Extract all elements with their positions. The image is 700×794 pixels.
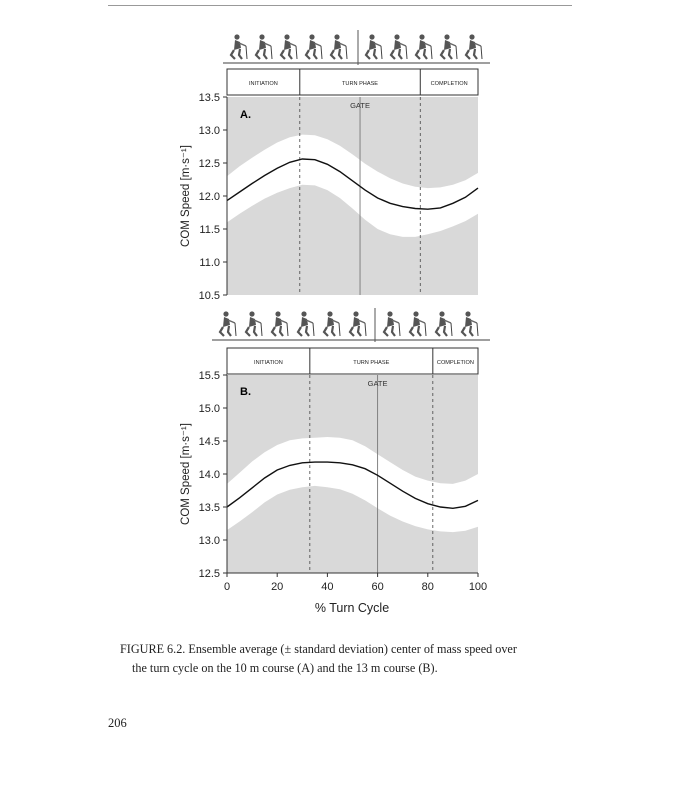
y-axis-label-b: COM Speed [m·s⁻¹] <box>180 423 192 525</box>
y-tick-label: 12.0 <box>199 191 220 203</box>
y-tick-label: 13.5 <box>199 92 220 104</box>
mean-line-b <box>226 461 479 510</box>
skier-figure <box>348 310 368 338</box>
phase-label: TURN PHASE <box>353 360 389 366</box>
skier-figure <box>460 310 480 338</box>
sd-band-b <box>227 437 478 533</box>
skier-figure <box>364 33 384 61</box>
y-tick-label: 15.0 <box>199 403 220 415</box>
y-tick-label: 14.5 <box>199 436 220 448</box>
caption-line-1: FIGURE 6.2. Ensemble average (± standard… <box>120 642 517 656</box>
page-header-rule <box>108 5 572 6</box>
skier-figure <box>382 310 402 338</box>
y-tick-label: 13.0 <box>199 535 220 547</box>
x-tick-label: 60 <box>371 581 383 593</box>
skier-figure <box>304 33 324 61</box>
y-tick-label: 10.5 <box>199 290 220 302</box>
x-tick-label: 20 <box>271 581 283 593</box>
phase-label: INITIATION <box>254 360 283 366</box>
skier-figure <box>296 310 316 338</box>
panel-b: INITIATION TURN PHASE COMPLETION GATE 15.5… <box>180 308 490 615</box>
phase-label: INITIATION <box>249 81 278 87</box>
mean-line-a <box>226 158 479 210</box>
x-tick-label: 40 <box>321 581 333 593</box>
skier-figure <box>439 33 459 61</box>
y-tick-label: 12.5 <box>199 568 220 580</box>
y-tick-label: 11.5 <box>199 224 220 236</box>
phase-label: COMPLETION <box>437 360 474 366</box>
y-tick-label: 11.0 <box>199 257 220 269</box>
phase-label: COMPLETION <box>431 81 468 87</box>
skier-figure <box>464 33 484 61</box>
skier-figure <box>218 310 238 338</box>
y-axis-label-a: COM Speed [m·s⁻¹] <box>180 145 192 247</box>
skier-figure <box>414 33 434 61</box>
gate-label: GATE <box>368 379 388 388</box>
y-tick-label: 12.5 <box>199 158 220 170</box>
y-tick-label: 15.5 <box>199 370 220 382</box>
panel-label-a: A. <box>240 109 251 121</box>
phase-band-a <box>226 68 479 96</box>
figure-caption: FIGURE 6.2. Ensemble average (± standard… <box>120 640 580 678</box>
skier-sequence-b <box>212 308 490 342</box>
x-axis-label: % Turn Cycle <box>315 601 389 615</box>
y-tick-label: 13.0 <box>199 125 220 137</box>
skier-figure <box>244 310 264 338</box>
skier-sequence-a <box>223 30 490 65</box>
panel-a: INITIATION TURN PHASE COMPLETION GATE 13.5… <box>180 30 490 302</box>
x-tick-label: 0 <box>224 581 230 593</box>
skier-figure <box>408 310 428 338</box>
skier-figure <box>434 310 454 338</box>
skier-figure <box>254 33 274 61</box>
page-number: 206 <box>108 716 127 730</box>
gate-label: GATE <box>350 101 370 110</box>
skier-figure <box>229 33 249 61</box>
y-tick-label: 13.5 <box>199 502 220 514</box>
sd-band-a <box>227 134 478 237</box>
figure-svg: INITIATION TURN PHASE COMPLETION GATE 13.5… <box>180 30 490 615</box>
skier-figure <box>389 33 409 61</box>
x-tick-label: 100 <box>469 581 487 593</box>
phase-band-b <box>226 347 479 375</box>
x-tick-label: 80 <box>422 581 434 593</box>
phase-label: TURN PHASE <box>342 81 378 87</box>
skier-figure <box>279 33 299 61</box>
skier-figure <box>270 310 290 338</box>
skier-figure <box>322 310 342 338</box>
y-tick-label: 14.0 <box>199 469 220 481</box>
skier-figure <box>329 33 349 61</box>
panel-label-b: B. <box>240 386 251 398</box>
caption-line-2: the turn cycle on the 10 m course (A) an… <box>132 661 438 675</box>
